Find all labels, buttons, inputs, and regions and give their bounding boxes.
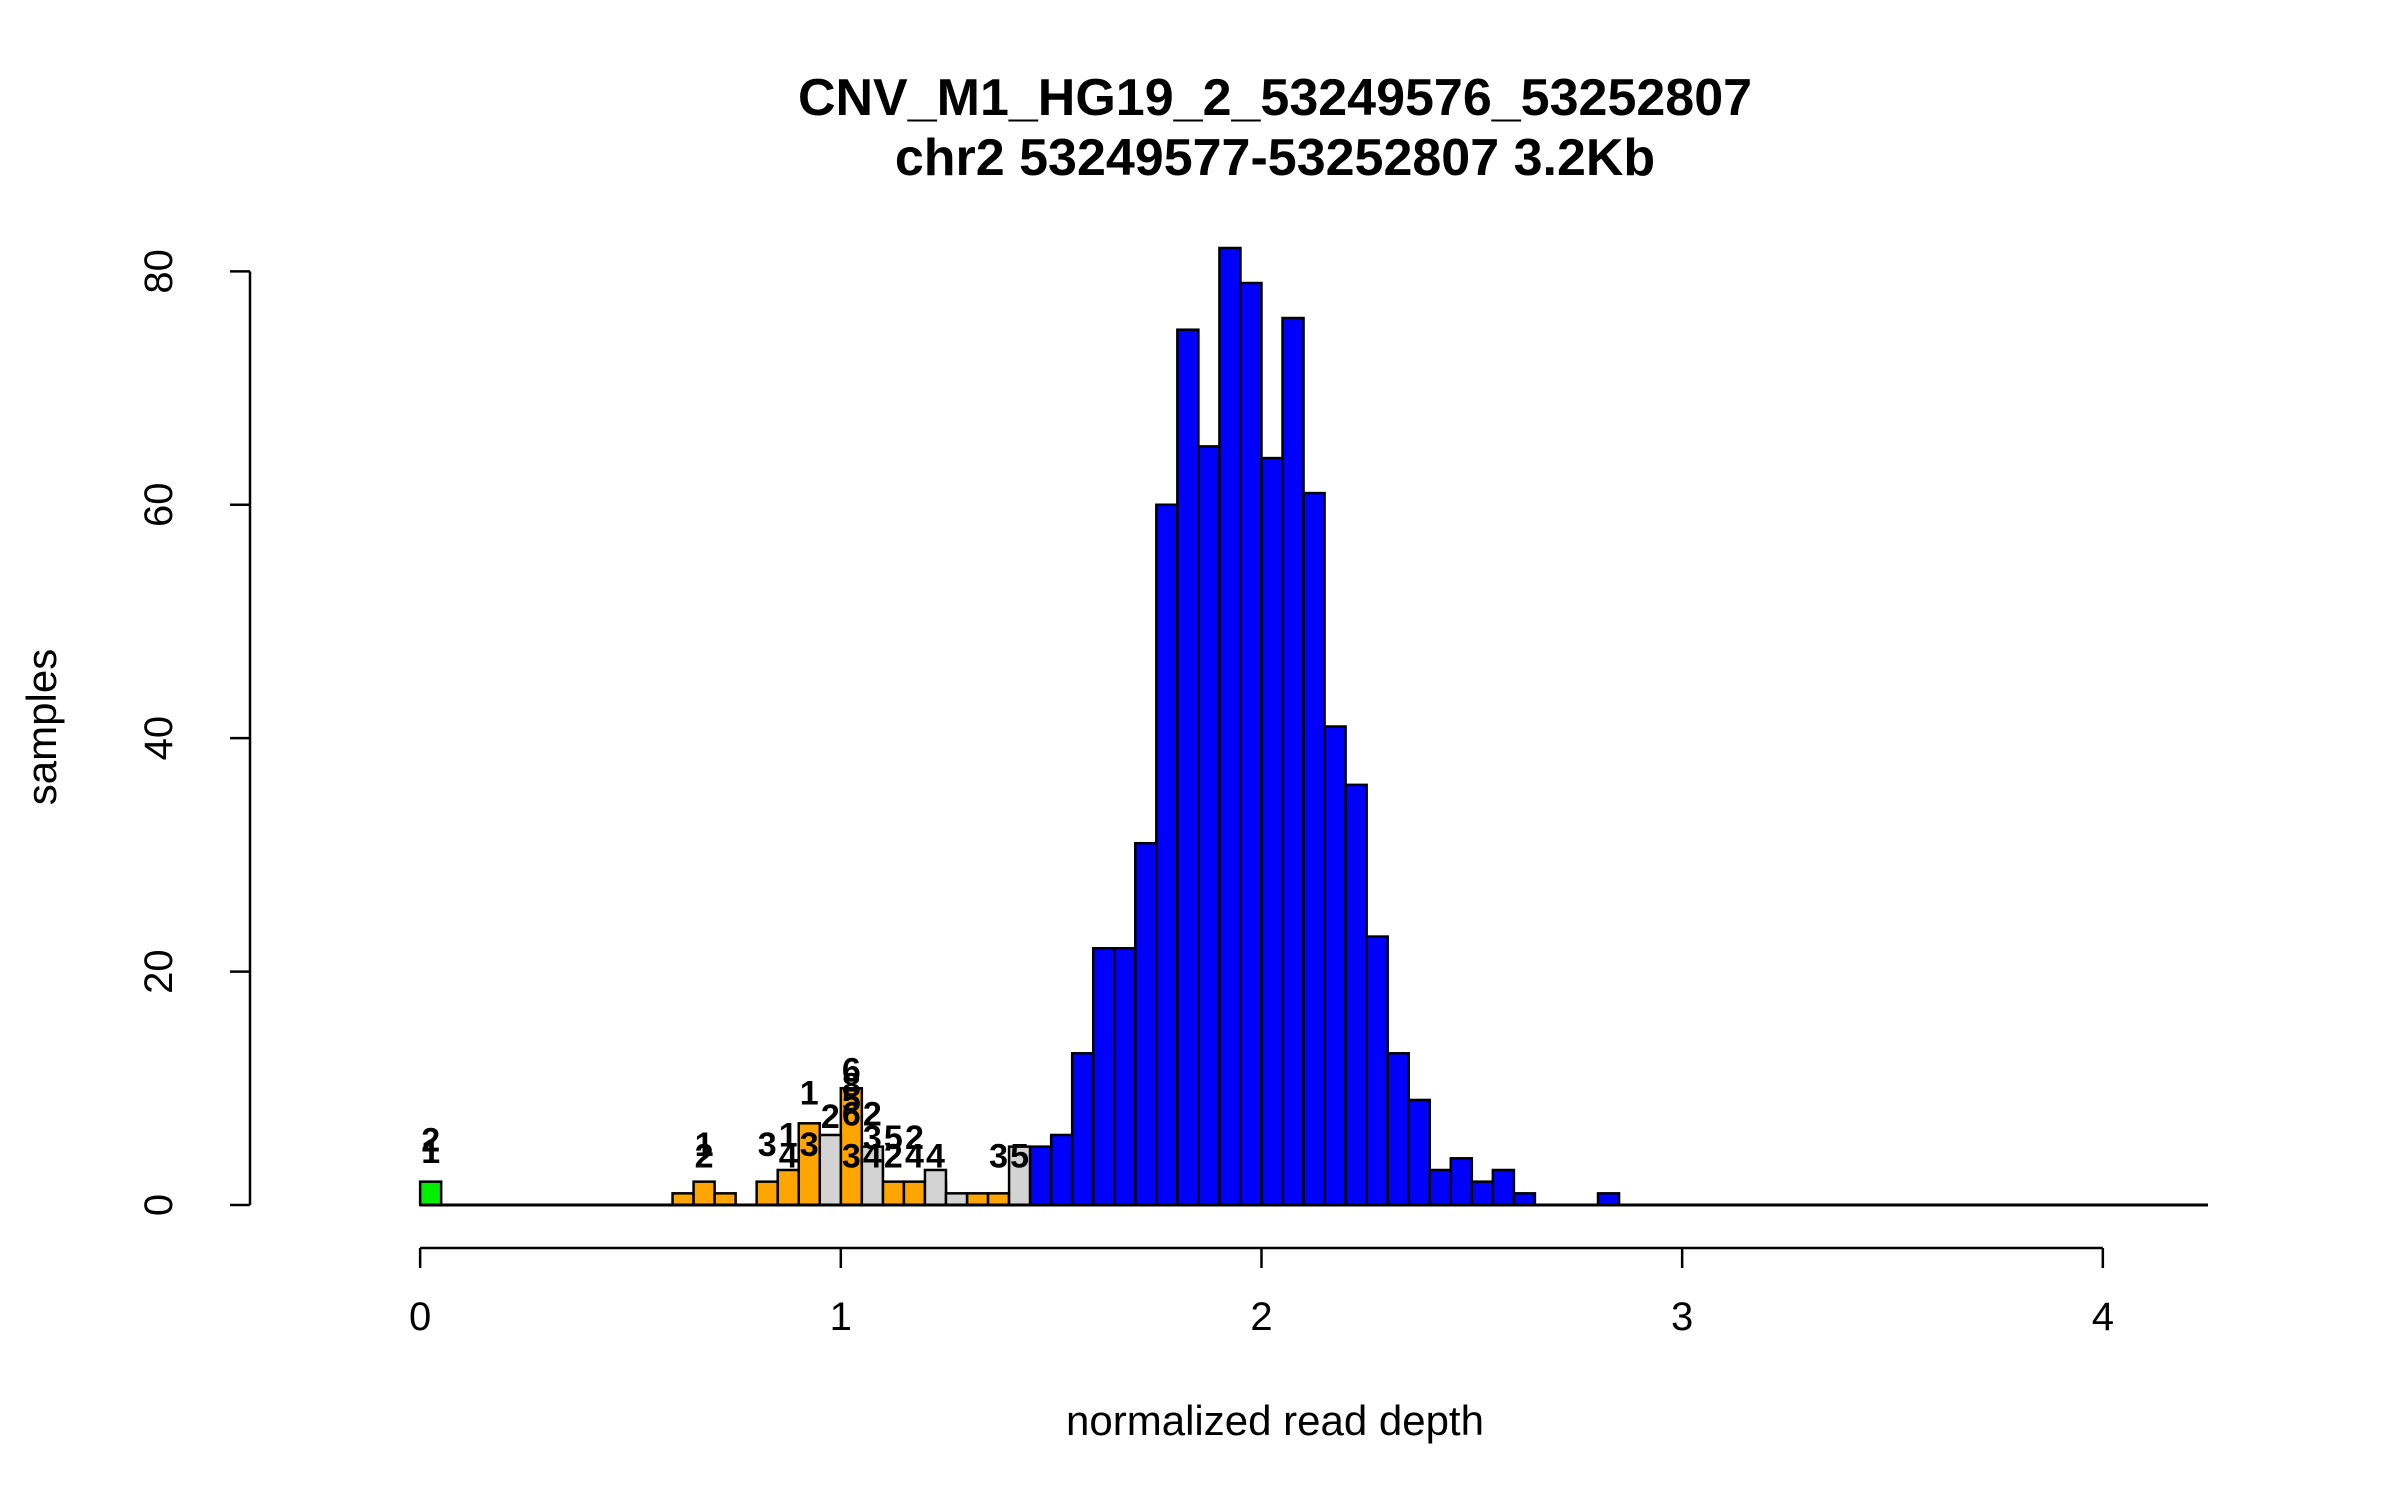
histogram-bar [1281,316,1305,1207]
y-axis-label: samples [18,649,65,805]
histogram-bar [1218,246,1242,1207]
bar-count-label: 1 [421,1133,440,1171]
chart-subtitle: chr2 53249577-53252807 3.2Kb [895,129,1655,187]
histogram-bar [1028,1145,1053,1207]
histogram-bar [1365,935,1389,1207]
histogram-bar [1323,725,1347,1207]
histogram-bar [1407,1098,1432,1207]
histogram-bar [1428,1168,1453,1207]
histogram-bar [881,1180,906,1207]
histogram-bar [1176,328,1200,1207]
histogram-bar [965,1192,990,1207]
histogram-bar [1344,783,1368,1207]
histogram-bar [1091,946,1116,1207]
bar-count-label: 8 [842,1066,861,1104]
histogram-bar [986,1192,1011,1207]
x-tick-label: 0 [409,1295,431,1339]
bar-count-label: 2 [821,1098,840,1136]
x-tick-label: 4 [2092,1295,2114,1339]
histogram-bar [1596,1192,1621,1207]
histogram-bar [1512,1192,1537,1207]
bar-count-label: 2 [695,1138,714,1176]
bar-count-label: 4 [863,1138,882,1176]
bar-count-label: 2 [421,1121,440,1159]
histogram-bar [1386,1052,1410,1207]
histogram-bar [1239,281,1263,1207]
x-tick-label: 3 [1671,1295,1693,1339]
histogram-bar [1449,1157,1474,1207]
bar-count-label: 2 [905,1119,924,1157]
histogram-bar [1260,456,1284,1207]
histogram-bar [1070,1052,1095,1207]
bar-count-label: 4 [926,1138,945,1176]
bar-count-label: 1 [779,1117,798,1155]
histogram-bar [902,1180,927,1207]
bar-count-label: 6 [842,1051,861,1089]
y-tick-label: 20 [137,949,181,994]
histogram-bar [1197,445,1221,1207]
bar-count-label: 3 [989,1138,1008,1176]
bar-count-label: 3 [842,1138,861,1176]
histogram-bar [1049,1133,1074,1207]
bar-count-label: 5 [842,1082,861,1120]
bar-count-label: 5 [884,1119,903,1157]
histogram-bar [818,1133,843,1207]
chart-title: CNV_M1_HG19_2_53249576_53252807 [798,69,1752,127]
bar-count-label: 1 [695,1126,714,1164]
histogram-bar [713,1192,737,1207]
y-tick-label: 80 [137,249,181,294]
x-axis: 0 1 2 3 4 [409,1246,2114,1339]
histogram-bar [671,1192,695,1207]
histogram-bar [1470,1180,1495,1207]
bar-count-label: 4 [779,1138,798,1176]
y-tick-label: 60 [137,483,181,528]
histogram-bar [1155,503,1179,1207]
bar-count-label: 3 [758,1126,777,1164]
bar-count-label: 2 [884,1138,903,1176]
x-axis-label: normalized read depth [1066,1397,1484,1444]
y-tick-label: 40 [137,716,181,761]
histogram-bar [1112,946,1137,1207]
bar-count-label: 3 [800,1126,819,1164]
bars-layer [418,246,2208,1207]
bar-count-label: 1 [800,1075,819,1113]
bar-count-label: 5 [1010,1138,1029,1176]
histogram-bar [692,1180,716,1207]
y-axis: 0 20 40 60 80 [137,249,252,1216]
bar-count-label: 3 [863,1119,882,1157]
histogram-bar [418,1180,443,1207]
histogram-bar [1134,841,1158,1207]
histogram-bar [1302,491,1326,1207]
bar-count-label: 2 [863,1096,882,1134]
x-tick-label: 1 [830,1295,852,1339]
y-tick-label: 0 [137,1194,181,1216]
histogram-bar [755,1180,779,1207]
histogram-bar [1491,1168,1516,1207]
bar-count-label: 6 [842,1096,861,1134]
x-tick-label: 2 [1250,1295,1272,1339]
bar-count-label: 4 [905,1138,924,1176]
histogram-bar [944,1192,969,1207]
